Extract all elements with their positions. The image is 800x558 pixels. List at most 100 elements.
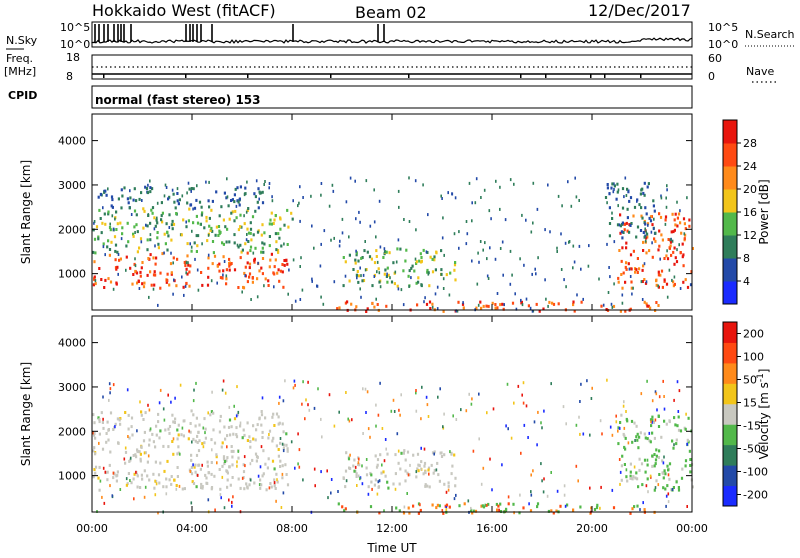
scatter-cell xyxy=(222,273,224,277)
scatter-cell xyxy=(455,309,457,313)
scatter-cell xyxy=(341,231,344,235)
data-cell xyxy=(669,240,673,244)
data-cell xyxy=(643,300,646,304)
data-cell xyxy=(648,439,651,443)
data-cell xyxy=(644,206,647,210)
data-cell xyxy=(644,222,647,226)
data-cell xyxy=(630,280,633,284)
data-cell xyxy=(188,187,191,191)
data-cell xyxy=(204,427,207,431)
colorbar-segment xyxy=(723,258,737,282)
data-cell xyxy=(270,211,273,215)
data-cell xyxy=(378,280,381,284)
scatter-cell xyxy=(407,473,410,477)
scatter-cell xyxy=(395,260,398,264)
data-cell xyxy=(481,504,484,508)
scatter-cell xyxy=(268,182,271,185)
data-cell xyxy=(118,258,121,262)
data-cell xyxy=(196,221,200,225)
data-cell xyxy=(290,211,293,215)
data-cell xyxy=(210,472,213,476)
data-cell xyxy=(134,453,137,457)
data-cell xyxy=(203,226,206,230)
scatter-cell xyxy=(330,491,332,495)
scatter-cell xyxy=(314,484,316,488)
data-cell xyxy=(626,207,629,211)
data-cell xyxy=(419,252,422,256)
data-cell xyxy=(110,240,113,244)
colorbar-tick-label: 28 xyxy=(743,137,757,150)
scatter-cell xyxy=(420,417,422,421)
scatter-cell xyxy=(163,418,166,422)
data-cell xyxy=(97,416,100,420)
scatter-cell xyxy=(330,238,332,242)
data-cell xyxy=(186,254,189,258)
scatter-cell xyxy=(443,412,445,416)
data-cell xyxy=(279,269,282,273)
scatter-cell xyxy=(492,407,495,411)
scatter-cell xyxy=(504,218,507,222)
cpid-text: normal (fast stereo) 153 xyxy=(95,93,261,107)
data-cell xyxy=(115,479,118,483)
scatter-cell xyxy=(400,288,403,292)
scatter-cell xyxy=(123,457,126,461)
scatter-cell xyxy=(376,260,379,264)
scatter-cell xyxy=(568,240,570,244)
scatter-cell xyxy=(611,305,614,309)
y-tick-label: 2000 xyxy=(58,223,86,236)
scatter-cell xyxy=(139,400,141,404)
data-cell xyxy=(485,304,488,308)
data-cell xyxy=(174,417,177,421)
scatter-cell xyxy=(530,473,532,477)
data-cell xyxy=(412,504,415,508)
x-tick-label: 00:00 xyxy=(676,522,708,535)
data-cell xyxy=(222,269,225,273)
scatter-cell xyxy=(345,200,348,204)
data-cell xyxy=(352,268,355,271)
data-cell xyxy=(218,262,221,266)
data-cell xyxy=(136,230,139,234)
scatter-cell xyxy=(294,466,296,470)
data-cell xyxy=(282,285,285,289)
data-cell xyxy=(673,246,676,250)
velocity-data xyxy=(92,378,694,515)
scatter-cell xyxy=(362,387,364,391)
scatter-cell xyxy=(588,244,590,248)
scatter-cell xyxy=(112,227,115,231)
data-cell xyxy=(386,452,389,456)
scatter-cell xyxy=(650,420,652,424)
data-cell xyxy=(189,203,192,207)
data-cell xyxy=(111,205,114,209)
scatter-cell xyxy=(196,184,198,188)
scatter-cell xyxy=(544,278,546,282)
scatter-cell xyxy=(278,401,280,405)
scatter-cell xyxy=(445,508,448,511)
data-cell xyxy=(415,281,418,285)
scatter-cell xyxy=(320,295,322,299)
data-cell xyxy=(241,248,244,252)
data-cell xyxy=(152,273,156,277)
data-cell xyxy=(246,251,249,255)
data-cell xyxy=(438,479,441,483)
scatter-cell xyxy=(201,242,203,246)
scatter-cell xyxy=(561,204,563,208)
data-cell xyxy=(133,225,136,229)
data-cell xyxy=(283,223,286,227)
data-cell xyxy=(665,422,668,426)
data-cell xyxy=(194,470,197,474)
data-cell xyxy=(659,273,662,277)
data-cell xyxy=(348,466,351,470)
scatter-cell xyxy=(165,186,168,189)
data-cell xyxy=(249,227,253,231)
scatter-cell xyxy=(204,431,206,435)
data-cell xyxy=(168,213,171,217)
data-cell xyxy=(218,269,221,273)
data-cell xyxy=(276,480,279,484)
data-cell xyxy=(677,428,681,432)
data-cell xyxy=(114,249,117,253)
data-cell xyxy=(168,283,171,287)
data-cell xyxy=(226,227,229,231)
scatter-cell xyxy=(311,224,313,228)
scatter-cell xyxy=(507,495,510,499)
data-cell xyxy=(127,427,130,431)
